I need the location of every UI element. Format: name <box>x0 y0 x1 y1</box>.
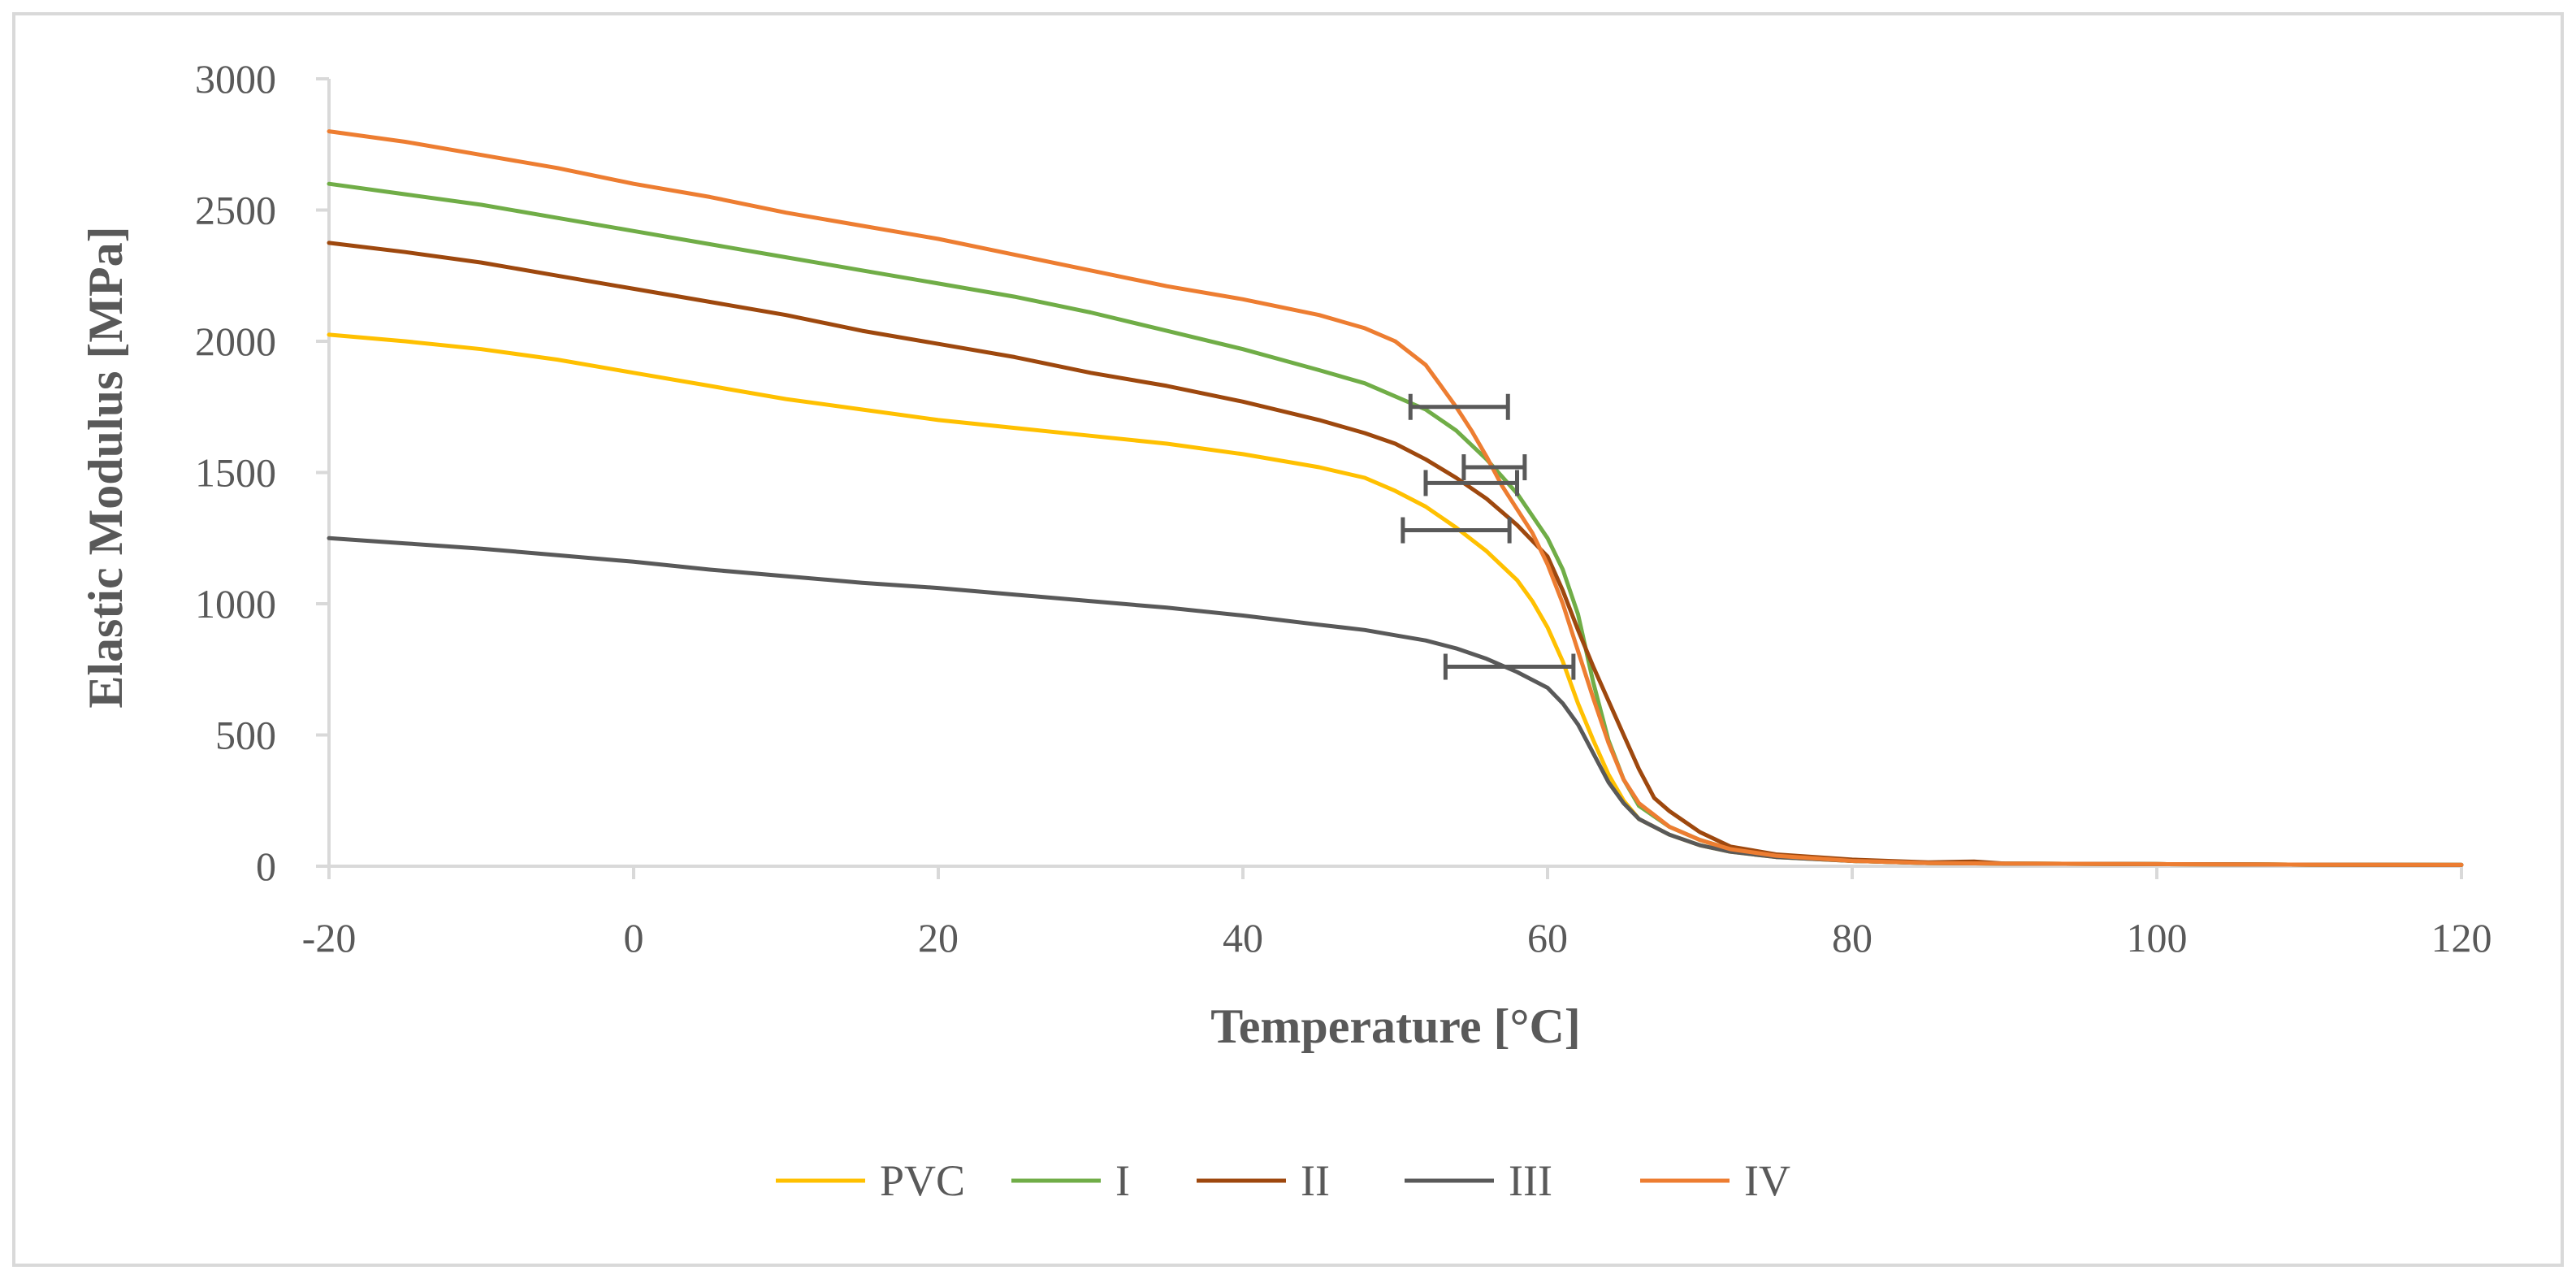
legend-item-ii: II <box>1197 1156 1330 1205</box>
legend-item-iv: IV <box>1640 1156 1790 1205</box>
legend-item-iii: III <box>1405 1156 1552 1205</box>
y-tick-label: 3000 <box>195 56 276 102</box>
x-tick-label: 100 <box>2127 915 2188 960</box>
error-bar <box>1461 454 1527 481</box>
x-tick-label: 0 <box>624 915 644 960</box>
y-tick-label: 500 <box>215 713 276 758</box>
y-axis-title: Elastic Modulus [MPa] <box>79 226 132 708</box>
series-lines <box>327 129 2464 867</box>
error-bar <box>1401 517 1512 544</box>
x-tick-label: -20 <box>302 915 357 960</box>
y-tick-label: 2000 <box>195 319 276 364</box>
x-tick-label: 40 <box>1223 915 1263 960</box>
x-tick-label: 60 <box>1527 915 1568 960</box>
legend: PVC I II III IV <box>776 1156 1790 1205</box>
error-bar <box>1423 470 1519 496</box>
y-tick-label: 2500 <box>195 188 276 233</box>
legend-label: III <box>1509 1156 1552 1205</box>
legend-item-i: I <box>1011 1156 1130 1205</box>
legend-label: II <box>1301 1156 1330 1205</box>
x-tick-label: 20 <box>918 915 959 960</box>
x-axis-title: Temperature [°C] <box>1210 999 1581 1053</box>
y-tick-label: 1500 <box>195 450 276 496</box>
error-bar <box>1408 393 1510 420</box>
x-tick-label: 120 <box>2431 915 2492 960</box>
legend-label: I <box>1115 1156 1130 1205</box>
legend-item-pvc: PVC <box>776 1156 965 1205</box>
chart-border <box>12 12 2564 1267</box>
x-axis-tick-labels: -20 0 20 40 60 80 100 120 <box>302 866 2492 960</box>
y-axis-tick-labels: 0 500 1000 1500 2000 2500 3000 <box>195 56 329 889</box>
y-tick-label: 0 <box>256 843 276 889</box>
error-bars <box>1401 393 1576 680</box>
legend-label: IV <box>1744 1156 1790 1205</box>
error-bar <box>1443 653 1576 680</box>
y-tick-label: 1000 <box>195 581 276 626</box>
series-line-iv <box>327 129 2464 867</box>
x-tick-label: 80 <box>1832 915 1872 960</box>
legend-label: PVC <box>880 1156 965 1205</box>
